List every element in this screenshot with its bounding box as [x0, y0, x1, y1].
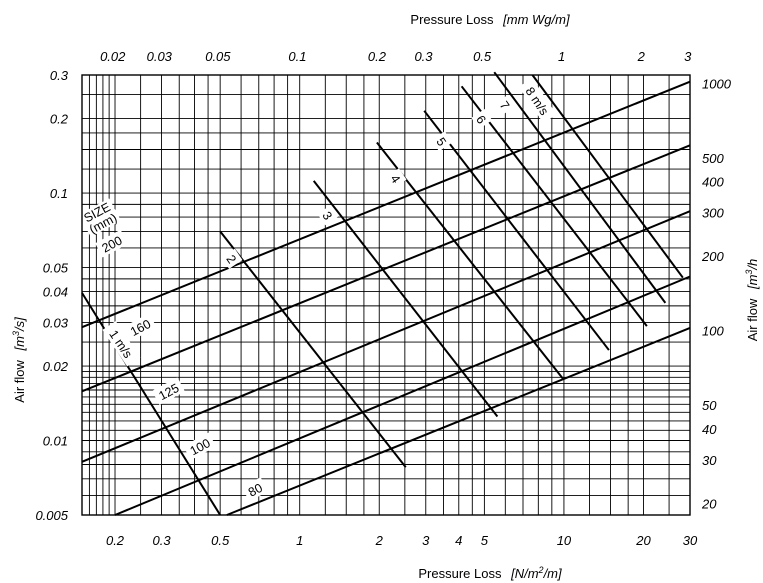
size-label-200-bg: [95, 229, 129, 258]
size-label-200: 200: [95, 229, 129, 258]
velocity-line-6: [460, 85, 648, 327]
x-top-tick-label: 0.5: [473, 49, 492, 64]
x-bottom-tick-label: 0.2: [106, 533, 125, 548]
velocity-line-2: [219, 230, 407, 468]
velocity-line-7: [493, 71, 667, 304]
size-line-125: [81, 210, 691, 463]
velocity-line-4: [376, 141, 564, 380]
x-top-tick-label: 0.05: [205, 49, 231, 64]
velocity-line-3: [312, 180, 499, 418]
velocity-label-2-bg: [221, 248, 243, 269]
size-line-200: [81, 80, 691, 329]
velocity-label-3: 3: [317, 205, 339, 226]
size-line-160: [81, 144, 691, 393]
size-label-160: 160: [123, 313, 157, 341]
y-right-tick-label: 300: [702, 206, 724, 221]
top-axis-title: Pressure Loss [mm Wg/m]: [410, 12, 570, 27]
y-right-tick-label: 40: [702, 422, 717, 437]
y-right-tick-label: 1000: [702, 76, 732, 91]
size-line-100: [114, 275, 691, 516]
y-left-tick-label: 0.2: [50, 112, 69, 127]
velocity-label-1ms-bg: [102, 320, 141, 367]
x-top-tick-label: 0.2: [368, 49, 387, 64]
x-top-tick-label: 0.03: [147, 49, 173, 64]
y-right-tick-label: 200: [701, 249, 724, 264]
y-right-tick-label: 50: [702, 398, 717, 413]
x-top-tick-label: 0.3: [414, 49, 433, 64]
y-left-tick-label: 0.3: [50, 68, 69, 83]
x-top-tick-label: 0.02: [100, 49, 126, 64]
x-top-tick-label: 0.1: [288, 49, 306, 64]
velocity-label-6: 6: [471, 108, 493, 130]
y-left-tick-label: 0.05: [43, 261, 69, 276]
y-left-tick-label: 0.1: [50, 186, 68, 201]
x-bottom-tick-label: 1: [296, 533, 303, 548]
size-line-80: [226, 327, 691, 516]
size-label-80-text: 80: [246, 481, 265, 500]
x-bottom-tick-label: 2: [375, 533, 384, 548]
y-left-tick-label: 0.03: [43, 315, 69, 330]
x-top-tick-label: 3: [684, 49, 692, 64]
y-left-tick-label: 0.005: [35, 508, 68, 523]
velocity-label-5-bg: [431, 131, 453, 152]
size-label-160-bg: [123, 313, 157, 341]
velocity-label-7-bg: [494, 94, 516, 115]
x-bottom-tick-label: 10: [557, 533, 572, 548]
y-left-tick-label: 0.04: [43, 285, 68, 300]
velocity-line-5: [423, 110, 610, 351]
x-bottom-tick-label: 0.5: [211, 533, 230, 548]
y-left-tick-label: 0.02: [43, 359, 69, 374]
x-top-tick-label: 1: [558, 49, 565, 64]
x-bottom-tick-label: 0.3: [153, 533, 172, 548]
y-right-tick-label: 400: [702, 175, 724, 190]
size-label-100: 100: [183, 432, 217, 461]
velocity-label-5: 5: [431, 131, 453, 152]
right-axis-title: Air flow [m3/h: [744, 259, 760, 342]
velocity-label-8ms-bg: [518, 77, 557, 124]
plot-frame: [81, 74, 691, 516]
x-bottom-tick-label: 3: [422, 533, 430, 548]
x-bottom-tick-label: 20: [635, 533, 651, 548]
y-left-tick-label: 0.01: [43, 434, 68, 449]
chart-series: [81, 71, 691, 516]
y-right-tick-label: 30: [702, 453, 717, 468]
size-header-bg: [78, 198, 116, 227]
velocity-line-8ms: [531, 74, 684, 279]
x-top-tick-label: 2: [637, 49, 646, 64]
size-label-125: 125: [152, 377, 185, 405]
velocity-label-4: 4: [385, 168, 407, 189]
velocity-label-2: 2: [221, 248, 243, 269]
y-right-tick-label: 500: [702, 151, 724, 166]
y-right-tick-label: 100: [702, 324, 724, 339]
y-right-tick-label: 20: [701, 497, 717, 512]
grid-lines: [81, 74, 691, 516]
x-bottom-tick-label: 30: [683, 533, 698, 548]
x-bottom-tick-label: 5: [481, 533, 489, 548]
x-bottom-tick-label: 4: [455, 533, 462, 548]
velocity-label-7: 7: [494, 94, 516, 115]
bottom-axis-title: Pressure Loss [N/m2/m]: [418, 565, 562, 581]
size-label-100-bg: [183, 432, 217, 461]
size-header-bg: [84, 209, 122, 238]
left-axis-title: Air flow [m3/s]: [11, 317, 27, 403]
velocity-label-6-bg: [471, 108, 493, 130]
velocity-label-4-bg: [385, 168, 407, 189]
size-label-80-bg: [241, 477, 269, 502]
velocity-label-3-bg: [317, 205, 339, 226]
size-label-125-bg: [152, 377, 185, 405]
tick-labels: 0.2 0.3 0.5 1 2 3 4 5 10 20 30 0.02 0.03 0.05 0.1 0.2 0.…: [35, 49, 731, 548]
size-label-80: 80: [241, 477, 269, 502]
